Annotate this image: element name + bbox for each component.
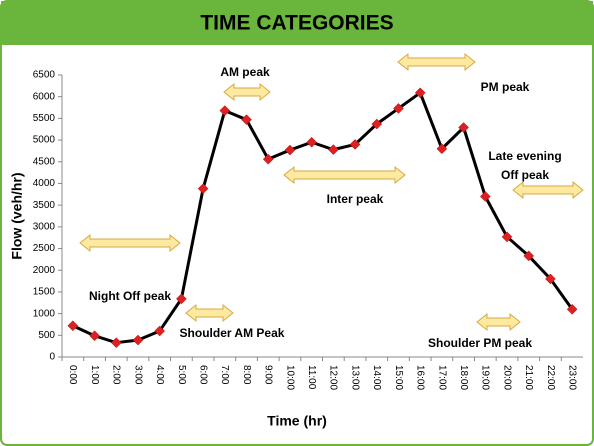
x-tick-label: 4:00 [154,365,165,385]
y-tick-label: 5000 [33,135,56,146]
x-tick-label: 16:00 [415,365,426,390]
y-tick-label: 500 [38,330,55,341]
arrow [79,233,181,253]
marker [545,273,556,285]
y-tick-label: 6500 [33,70,56,81]
arrow [512,180,584,200]
marker [306,136,317,148]
x-tick-label: 18:00 [458,365,469,390]
annotation: Late evening [488,149,561,163]
annotation: AM peak [220,65,270,79]
y-tick-label: 6000 [33,91,56,102]
marker [566,303,578,315]
marker [393,103,404,114]
marker [501,231,513,243]
arrow [223,82,271,102]
marker [458,122,469,133]
marker [197,183,209,195]
x-tick-label: 11:00 [306,365,317,390]
marker [414,87,426,99]
y-tick-label: 4500 [33,156,56,167]
x-tick-label: 5:00 [176,365,187,385]
marker [349,139,361,150]
annotation: Inter peak [327,192,384,206]
x-tick-label: 10:00 [284,365,295,390]
arrow [283,165,406,185]
x-tick-label: 7:00 [219,365,230,385]
marker [219,105,231,116]
x-tick-label: 1:00 [89,365,100,385]
x-tick-label: 20:00 [501,365,512,390]
marker [241,114,252,126]
chart-title: TIME CATEGORIES [200,12,393,35]
y-tick-label: 3500 [33,200,56,211]
x-tick-label: 2:00 [111,365,122,385]
marker [371,118,383,130]
x-tick-label: 3:00 [132,365,143,385]
marker [110,337,122,349]
x-tick-label: 19:00 [480,365,491,390]
x-tick-label: 22:00 [545,365,556,390]
arrow [397,52,476,72]
y-tick-label: 2000 [33,265,56,276]
annotation: Night Off peak [89,289,171,303]
annotation: Shoulder PM peak [428,336,532,350]
header-band [1,1,593,45]
marker [523,250,535,262]
y-tick-label: 3000 [33,221,56,232]
marker [132,334,144,346]
y-axis-label: Flow (veh/hr) [9,172,25,259]
marker [328,144,339,155]
x-tick-label: 21:00 [523,365,534,390]
y-tick-label: 5500 [33,113,56,124]
y-tick-label: 1000 [33,308,56,319]
marker [479,191,491,202]
annotation: PM peak [481,80,530,94]
x-tick-label: 9:00 [263,365,274,385]
x-axis-label: Time (hr) [267,413,327,429]
x-tick-label: 8:00 [241,365,252,385]
arrow [185,303,234,323]
x-tick-label: 0:00 [67,365,78,385]
x-tick-label: 13:00 [349,365,360,390]
y-tick-label: 0 [49,352,55,363]
annotation: Off peak [501,168,549,182]
marker [67,320,79,332]
annotation: Shoulder AM Peak [180,326,285,340]
x-tick-label: 15:00 [393,365,404,390]
marker [89,330,100,342]
x-tick-label: 17:00 [436,365,447,390]
x-tick-label: 6:00 [197,365,208,385]
y-tick-label: 1500 [33,287,56,298]
x-tick-label: 14:00 [371,365,382,390]
marker [154,325,166,337]
x-tick-label: 12:00 [328,365,339,390]
marker [262,153,274,165]
arrow [476,312,521,332]
x-tick-label: 23:00 [567,365,578,390]
marker [176,293,187,305]
y-tick-label: 2500 [33,243,56,254]
marker [436,143,448,155]
marker [284,144,296,156]
y-tick-label: 4000 [33,178,56,189]
